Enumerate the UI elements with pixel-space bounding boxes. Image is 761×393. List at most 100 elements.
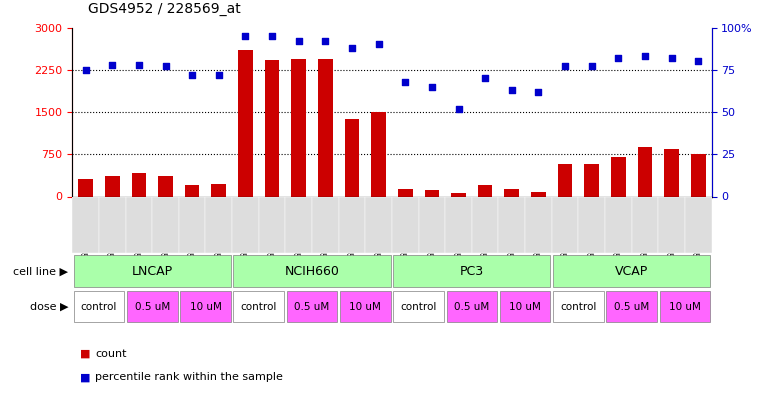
Bar (126, 196, 152, 253)
Text: NCIH660: NCIH660 (285, 264, 339, 278)
Point (160, 63, 172, 70)
Point (107, 62, 119, 68)
Point (240, 33, 252, 39)
Point (666, 55, 678, 61)
Text: percentile rank within the sample: percentile rank within the sample (95, 372, 283, 382)
Bar (99, 196, 126, 253)
Bar (234, 290, 284, 322)
Bar (312, 196, 339, 253)
Point (612, 55, 624, 61)
Text: ■: ■ (80, 372, 91, 382)
Bar (553, 255, 710, 287)
Point (213, 72, 225, 78)
Bar (505, 189, 519, 196)
Bar (179, 196, 205, 253)
Point (266, 33, 279, 39)
Bar (611, 157, 626, 196)
Bar (74, 255, 231, 287)
Point (586, 63, 598, 70)
Bar (287, 290, 337, 322)
Bar (105, 176, 119, 196)
Bar (425, 190, 439, 196)
Text: dose ▶: dose ▶ (30, 301, 68, 312)
Bar (658, 196, 685, 253)
Bar (392, 196, 419, 253)
Bar (605, 196, 632, 253)
Text: 0.5 uM: 0.5 uM (295, 301, 330, 312)
Text: LNCAP: LNCAP (132, 264, 173, 278)
Bar (498, 196, 525, 253)
Text: PC3: PC3 (460, 264, 484, 278)
Text: GDS4952 / 228569_at: GDS4952 / 228569_at (88, 2, 240, 16)
Bar (265, 60, 279, 196)
Bar (638, 147, 652, 196)
Text: count: count (95, 349, 126, 359)
Bar (553, 290, 603, 322)
Bar (664, 149, 679, 196)
Text: 10 uM: 10 uM (509, 301, 541, 312)
Bar (447, 290, 497, 322)
Point (506, 87, 518, 93)
Text: 10 uM: 10 uM (189, 301, 221, 312)
Bar (185, 185, 199, 196)
Point (639, 53, 651, 59)
Text: 0.5 uM: 0.5 uM (454, 301, 489, 312)
Point (320, 38, 332, 44)
Bar (318, 59, 333, 196)
Point (559, 63, 571, 70)
Bar (152, 196, 179, 253)
Point (133, 62, 145, 68)
Point (426, 83, 438, 90)
Point (80, 66, 92, 73)
Bar (365, 196, 392, 253)
Point (693, 58, 705, 64)
Point (373, 41, 385, 48)
Bar (525, 196, 552, 253)
Bar (607, 290, 657, 322)
Bar (371, 112, 386, 196)
Point (479, 75, 492, 81)
Point (346, 45, 358, 51)
Text: cell line ▶: cell line ▶ (14, 266, 68, 276)
Text: 10 uM: 10 uM (349, 301, 381, 312)
Bar (419, 196, 445, 253)
Bar (472, 196, 498, 253)
Bar (74, 290, 124, 322)
Bar (212, 184, 226, 196)
Text: control: control (240, 301, 277, 312)
Bar (500, 290, 550, 322)
Bar (660, 290, 710, 322)
Bar (238, 50, 253, 196)
Bar (558, 164, 572, 196)
Bar (285, 196, 312, 253)
Text: 0.5 uM: 0.5 uM (135, 301, 170, 312)
Bar (78, 179, 93, 196)
Bar (578, 196, 605, 253)
Bar (398, 189, 412, 196)
Point (186, 72, 199, 78)
Bar (158, 176, 173, 196)
Text: ■: ■ (80, 349, 91, 359)
Bar (632, 196, 658, 253)
Bar (685, 196, 712, 253)
Bar (552, 196, 578, 253)
Bar (445, 196, 472, 253)
Bar (132, 173, 146, 196)
Bar (259, 196, 285, 253)
Text: VCAP: VCAP (615, 264, 648, 278)
Bar (478, 185, 492, 196)
Bar (205, 196, 232, 253)
Bar (127, 290, 177, 322)
Text: 10 uM: 10 uM (669, 301, 701, 312)
Bar (345, 119, 359, 196)
Text: control: control (560, 301, 597, 312)
Bar (531, 192, 546, 196)
Bar (291, 59, 306, 196)
Bar (584, 164, 599, 196)
Bar (451, 193, 466, 196)
Bar (691, 154, 705, 196)
Bar (72, 196, 99, 253)
Point (400, 79, 412, 85)
Bar (339, 196, 365, 253)
Bar (232, 196, 259, 253)
